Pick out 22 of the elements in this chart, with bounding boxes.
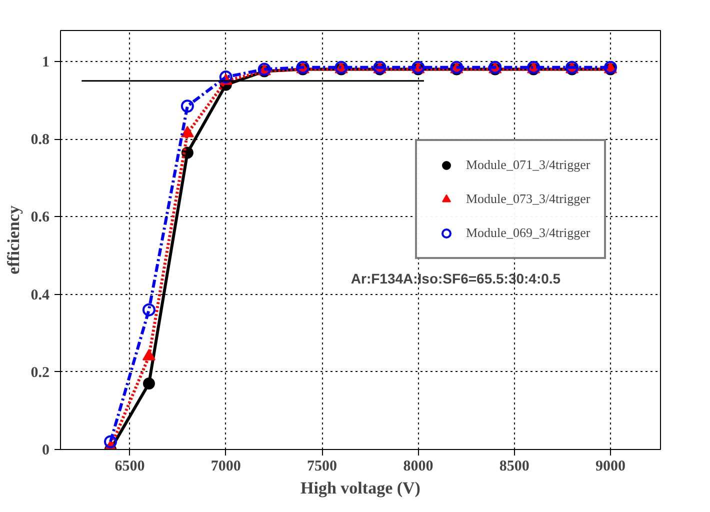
y-tick-label: 0 — [42, 442, 50, 458]
x-tick-label: 8000 — [403, 458, 434, 474]
x-tick-label: 7500 — [307, 458, 338, 474]
y-axis-title: efficiency — [4, 205, 23, 274]
y-tick-label: 0.2 — [30, 364, 50, 381]
point — [180, 100, 194, 113]
point — [142, 348, 156, 360]
y-tick-label: 0.4 — [30, 287, 50, 304]
x-tick-label: 7000 — [210, 458, 241, 474]
x-tick-label: 9000 — [596, 458, 626, 474]
annotation: Ar:F134A:Iso:SF6=65.5:30:4:0.5 — [350, 270, 561, 287]
y-tick-label: 0.6 — [30, 210, 50, 226]
point — [180, 126, 194, 138]
legend-label: Module_073_3/4trigger — [466, 191, 590, 207]
legend-label: Module_069_3/4trigger — [466, 225, 590, 241]
x-tick-label: 6500 — [114, 458, 145, 474]
x-axis-title: High voltage (V) — [300, 478, 420, 498]
legend-label: Module_071_3/4trigger — [466, 157, 590, 173]
y-tick-label: 0.8 — [30, 132, 50, 148]
x-tick-label: 8500 — [499, 458, 530, 474]
y-tick-label: 1 — [42, 54, 50, 71]
point — [219, 70, 232, 84]
